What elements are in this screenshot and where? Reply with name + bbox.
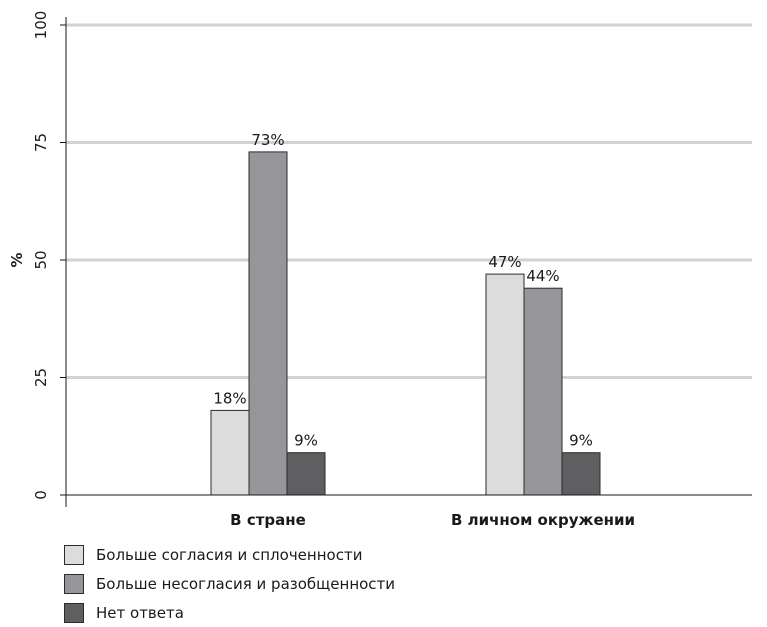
data-label: 9% bbox=[569, 432, 593, 450]
y-tick-label: 25 bbox=[32, 368, 50, 387]
axes bbox=[60, 17, 752, 507]
legend: Больше согласия и сплоченности Больше нес… bbox=[64, 540, 395, 627]
legend-swatch bbox=[64, 544, 84, 565]
bar bbox=[210, 409, 250, 496]
y-tick-label: 50 bbox=[32, 250, 50, 269]
legend-item: Нет ответа bbox=[64, 598, 395, 627]
gridlines bbox=[66, 23, 752, 379]
bar-chart: 18% 73% 9% 47% 44% 9% 0 25 50 75 100 В стране В ли… bbox=[8, 11, 752, 529]
y-tick-label: 0 bbox=[32, 490, 50, 500]
bar bbox=[561, 452, 601, 496]
y-tick-label: 75 bbox=[32, 133, 50, 152]
category-label: В личном окружении bbox=[451, 511, 635, 529]
data-label: 73% bbox=[251, 131, 284, 149]
data-label: 44% bbox=[526, 267, 559, 285]
data-label: 9% bbox=[294, 432, 318, 450]
legend-label: Нет ответа bbox=[96, 603, 184, 622]
y-tick-label: 100 bbox=[32, 11, 50, 40]
bar bbox=[286, 452, 326, 496]
y-axis-label: % bbox=[8, 252, 26, 267]
bar bbox=[523, 287, 563, 496]
legend-item: Больше несогласия и разобщенности bbox=[64, 569, 395, 598]
legend-item: Больше согласия и сплоченности bbox=[64, 540, 395, 569]
legend-label: Больше согласия и сплоченности bbox=[96, 545, 363, 564]
y-tick-labels: 0 25 50 75 100 bbox=[32, 11, 50, 500]
data-label: 18% bbox=[213, 389, 246, 407]
legend-swatch bbox=[64, 573, 84, 594]
legend-label: Больше несогласия и разобщенности bbox=[96, 574, 396, 593]
data-label: 47% bbox=[488, 253, 521, 271]
bar bbox=[248, 151, 288, 496]
legend-swatch bbox=[64, 602, 84, 623]
bar bbox=[485, 273, 525, 496]
category-labels: В стране В личном окружении bbox=[230, 511, 635, 529]
data-labels: 18% 73% 9% 47% 44% 9% bbox=[213, 131, 593, 450]
category-label: В стране bbox=[230, 511, 306, 529]
bars bbox=[210, 151, 601, 496]
